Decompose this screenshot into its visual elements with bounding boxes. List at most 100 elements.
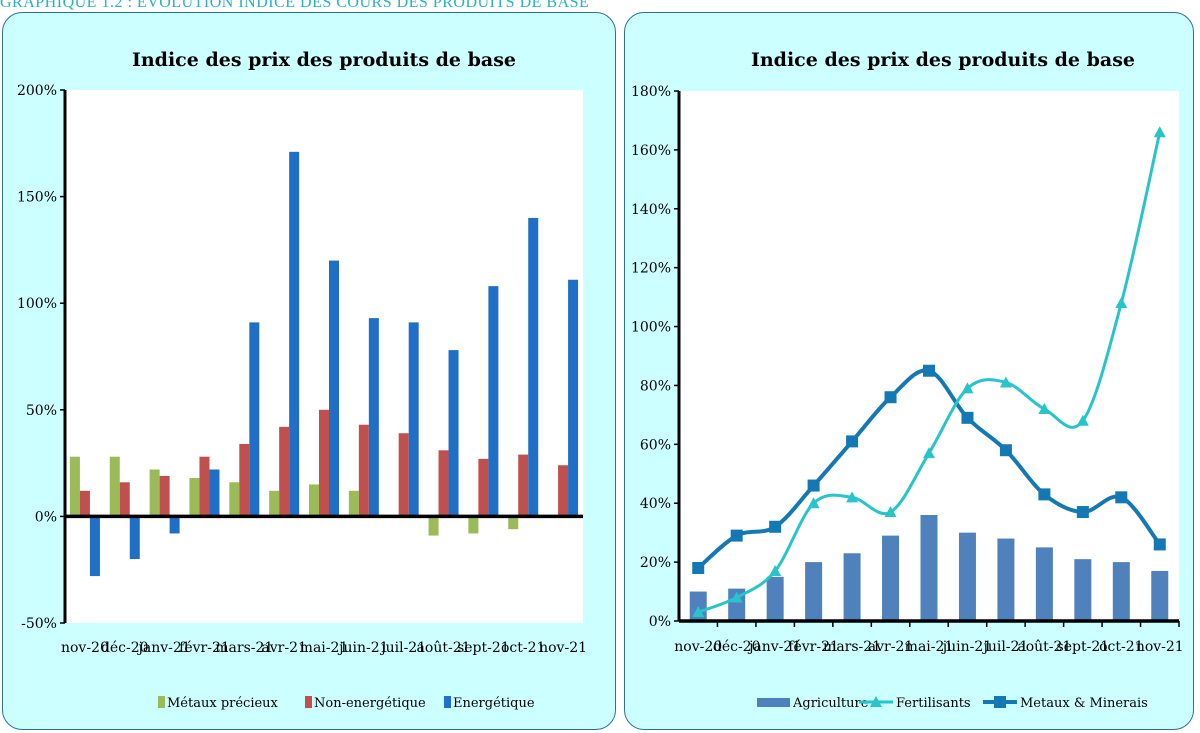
x-tick-label: juin-21 (337, 640, 388, 656)
x-tick-label: sept-21 (1057, 639, 1110, 655)
point-metaux-minerais (1115, 491, 1128, 504)
bar-energetique (329, 260, 339, 517)
bar-agriculture (766, 576, 784, 621)
bar-metaux-precieux (109, 456, 120, 517)
y-tick-label: 20% (640, 555, 671, 571)
legend-label-fertilisants: Fertilisants (896, 696, 971, 711)
x-tick-label: juil-21 (379, 640, 426, 656)
bar-energetique (528, 217, 539, 517)
bar-non-energetique (239, 443, 250, 517)
x-tick-label: déc-20 (713, 639, 761, 655)
bar-non-energetique (79, 490, 90, 517)
point-metaux-minerais (846, 435, 859, 448)
bar-non-energetique (119, 482, 130, 517)
point-metaux-minerais (1153, 538, 1166, 551)
bar-energetique (209, 469, 220, 517)
bar-non-energetique (478, 458, 489, 517)
x-tick-label: nov-20 (674, 639, 722, 655)
x-tick-label: mars-21 (823, 639, 881, 655)
bar-energetique (488, 286, 499, 517)
bar-energetique (249, 322, 260, 517)
bar-metaux-precieux (189, 478, 200, 517)
y-tick-label: 180% (631, 84, 671, 100)
y-tick-label: 0% (649, 614, 671, 630)
bar-metaux-precieux (468, 516, 479, 534)
bar-non-energetique (558, 465, 569, 517)
x-tick-label: nov-20 (61, 640, 109, 656)
point-fertilisants (692, 606, 705, 618)
point-fertilisants (923, 447, 935, 459)
y-tick-label: -50% (21, 616, 57, 632)
legend-label-metaux-minerais: Metaux & Minerais (1020, 696, 1148, 711)
x-tick-label: mai-21 (300, 640, 349, 656)
point-metaux-minerais (1038, 488, 1051, 501)
point-fertilisants (769, 564, 782, 576)
x-tick-label: juil-21 (981, 639, 1028, 655)
bar-agriculture (1112, 562, 1130, 621)
x-tick-label: févr-21 (788, 639, 839, 655)
bar-energetique (289, 151, 300, 517)
line-fertilisants (697, 131, 1162, 614)
y-tick-label: 40% (640, 496, 671, 512)
y-tick-label: 80% (640, 378, 671, 394)
legend-label-energetique: Energétique (453, 696, 535, 711)
bar-agriculture (1074, 559, 1092, 621)
x-tick-label: oct-21 (501, 640, 545, 656)
bar-agriculture (920, 515, 938, 621)
x-tick-label: janv-21 (137, 640, 191, 656)
x-tick-label: mars-21 (215, 640, 273, 656)
right-chart: Indice des prix des produits de base 0% 20… (631, 49, 1184, 711)
bar-agriculture (882, 535, 900, 621)
bar-agriculture (997, 538, 1015, 621)
bar-non-energetique (159, 475, 170, 517)
point-metaux-minerais (1076, 506, 1089, 519)
bar-agriculture (805, 562, 823, 621)
y-tick-label: 100% (631, 320, 671, 336)
left-chart: Indice des prix des produits de base -50%… (17, 49, 587, 711)
bar-agriculture (958, 532, 976, 621)
legend-swatch-metaux-precieux (158, 696, 165, 708)
legend-label-agriculture: Agriculture (792, 696, 869, 711)
point-metaux-minerais (692, 562, 705, 574)
point-metaux-minerais (807, 479, 820, 492)
y-tick-label: 0% (35, 509, 57, 525)
legend-swatch-energetique (444, 696, 451, 708)
x-tick-label: sept-21 (457, 640, 510, 656)
bar-energetique (368, 318, 379, 517)
y-tick-label: 200% (17, 83, 57, 99)
point-metaux-minerais (961, 411, 974, 424)
y-tick-label: 60% (640, 437, 671, 453)
x-tick-label: déc-20 (101, 640, 149, 656)
point-fertilisants (846, 491, 859, 503)
x-tick-label: nov-21 (539, 640, 587, 656)
point-fertilisants (1076, 414, 1089, 426)
point-metaux-minerais (769, 520, 782, 533)
bar-non-energetique (398, 433, 409, 517)
bar-energetique (408, 322, 419, 517)
chart-title: Indice des prix des produits de base (751, 49, 1135, 71)
legend-label-non-energetique: Non-energétique (314, 696, 426, 711)
point-fertilisants (961, 382, 974, 394)
y-tick-label: 140% (631, 202, 671, 218)
x-tick-label: févr-21 (179, 640, 230, 656)
point-fertilisants (807, 497, 820, 509)
x-tick-label: mai-21 (905, 639, 954, 655)
y-tick-label: 120% (631, 261, 671, 277)
bar-metaux-precieux (149, 469, 160, 517)
bar-metaux-precieux (428, 516, 439, 536)
x-tick-label: janv-21 (747, 639, 801, 655)
bar-non-energetique (438, 450, 449, 517)
point-metaux-minerais (884, 391, 897, 404)
x-tick-label: avr-21 (868, 639, 914, 655)
bar-non-energetique (279, 426, 290, 517)
bar-energetique (129, 516, 140, 560)
y-tick-label: 150% (17, 190, 57, 206)
x-tick-label: août-21 (417, 640, 471, 656)
x-tick-label: oct-21 (1099, 639, 1143, 655)
bar-non-energetique (199, 456, 210, 517)
figure-caption: GRAPHIQUE 1.2 : ÉVOLUTION INDICE DES COU… (0, 0, 590, 11)
plot-area (65, 90, 583, 623)
x-tick-label: août-21 (1017, 639, 1071, 655)
point-fertilisants (1115, 297, 1128, 308)
y-tick-label: 50% (26, 403, 57, 419)
